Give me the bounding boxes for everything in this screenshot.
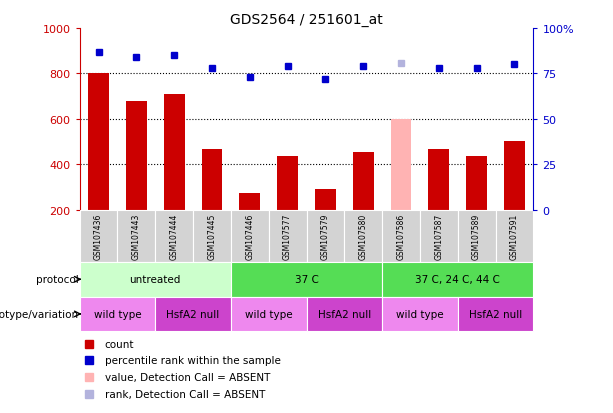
Text: rank, Detection Call = ABSENT: rank, Detection Call = ABSENT [105,389,265,399]
Title: GDS2564 / 251601_at: GDS2564 / 251601_at [230,12,383,26]
Text: untreated: untreated [129,275,181,285]
Bar [306,211,345,262]
Bar [353,152,373,211]
Bar [345,211,382,262]
Bar [458,297,533,332]
Bar [306,297,382,332]
Bar [164,95,185,211]
Text: value, Detection Call = ABSENT: value, Detection Call = ABSENT [105,372,270,382]
Bar [390,120,411,211]
Text: GSM107443: GSM107443 [132,213,141,259]
Bar [420,211,458,262]
Text: GSM107589: GSM107589 [472,213,481,259]
Text: GSM107444: GSM107444 [170,213,179,259]
Text: HsfA2 null: HsfA2 null [318,309,371,319]
Bar [80,211,118,262]
Text: GSM107577: GSM107577 [283,213,292,259]
Bar [231,262,382,297]
Text: GSM107445: GSM107445 [207,213,216,259]
Text: HsfA2 null: HsfA2 null [469,309,522,319]
Text: wild type: wild type [245,309,292,319]
Bar [277,157,298,211]
Text: percentile rank within the sample: percentile rank within the sample [105,356,281,366]
Bar [315,190,336,211]
Text: HsfA2 null: HsfA2 null [167,309,219,319]
Bar [88,74,109,211]
Bar [268,211,306,262]
Bar [382,211,420,262]
Text: GSM107580: GSM107580 [359,213,368,259]
Bar [202,149,223,211]
Bar [466,157,487,211]
Bar [126,102,147,211]
Bar [495,211,533,262]
Text: GSM107446: GSM107446 [245,213,254,259]
Text: genotype/variation: genotype/variation [0,309,79,319]
Bar [231,211,268,262]
Text: GSM107591: GSM107591 [510,213,519,259]
Bar [231,297,306,332]
Bar [155,211,193,262]
Text: count: count [105,339,134,349]
Bar [118,211,155,262]
Text: GSM107436: GSM107436 [94,213,103,259]
Bar [504,141,525,211]
Text: 37 C, 24 C, 44 C: 37 C, 24 C, 44 C [415,275,500,285]
Bar [382,262,533,297]
Text: protocol: protocol [36,275,79,285]
Bar [382,297,458,332]
Bar [80,262,231,297]
Bar [458,211,495,262]
Text: wild type: wild type [396,309,444,319]
Bar [193,211,231,262]
Text: 37 C: 37 C [295,275,318,285]
Text: wild type: wild type [94,309,142,319]
Text: GSM107587: GSM107587 [434,213,443,259]
Bar [240,193,260,211]
Text: GSM107586: GSM107586 [397,213,406,259]
Text: GSM107579: GSM107579 [321,213,330,259]
Bar [428,149,449,211]
Bar [80,297,155,332]
Bar [155,297,231,332]
